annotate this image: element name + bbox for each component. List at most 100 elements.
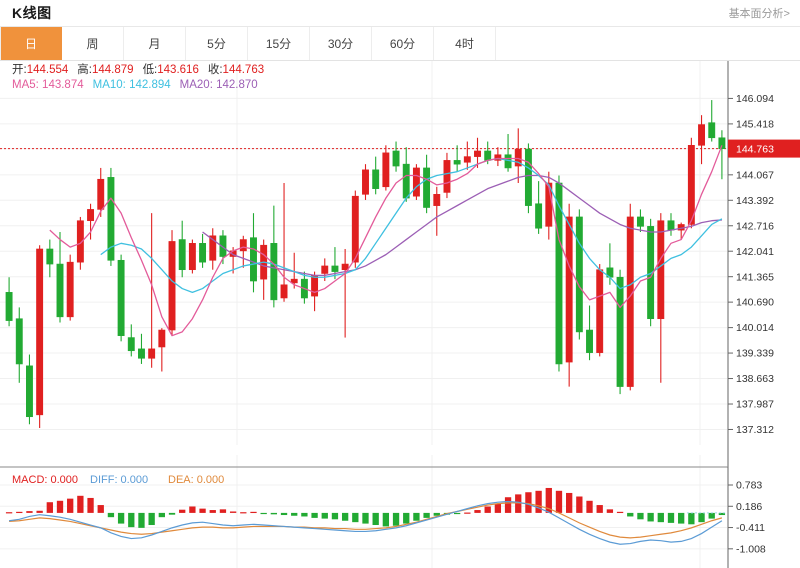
candle-body [97,178,105,210]
tab-2[interactable]: 月 [124,27,186,60]
candle-body [565,216,573,363]
fundamental-analysis-link[interactable]: 基本面分析> [728,8,790,20]
tab-1[interactable]: 周 [62,27,124,60]
candle-body [76,220,84,263]
candle-body [87,209,95,222]
macd-bar [423,512,430,518]
macd-bar [596,505,603,513]
macd-bar [179,509,186,513]
macd-bar [606,509,614,513]
diff-legend-text: DIFF: 0.000 [90,474,148,486]
candle-body [362,169,369,195]
macd-bar [219,509,227,513]
candle-body [636,216,644,227]
macd-bar [576,496,583,513]
candle-body [474,150,481,157]
price-tick-label: 139.339 [736,348,774,360]
macd-bar [474,510,481,513]
candle-body [188,243,196,271]
macd-bar [321,512,328,519]
dea-line [9,502,723,539]
macd-bar [566,492,573,513]
macd-bar [708,512,715,519]
tab-7[interactable]: 4时 [434,27,496,60]
candle-body [341,263,349,271]
macd-bar [504,497,512,513]
macd-bar [138,512,145,528]
candle-body [280,284,288,299]
macd-bar [535,490,542,513]
candle-body [586,329,593,353]
tab-0[interactable]: 日 [0,27,62,60]
candle-body [117,259,125,336]
macd-bar [464,512,471,514]
current-price-badge-text: 144.763 [736,143,774,155]
candle-body [433,194,441,206]
macd-bar [586,500,593,513]
ma10-line [100,157,723,293]
macd-bar [647,512,654,522]
tab-6[interactable]: 60分 [372,27,434,60]
macd-bar [16,511,23,514]
tab-4[interactable]: 15分 [248,27,310,60]
macd-histogram [5,487,726,528]
macd-bar [352,512,359,523]
candle-body [199,243,207,263]
macd-bar [128,512,135,528]
macd-bar [392,512,400,526]
candle-body [626,216,634,387]
price-tick-label: 145.418 [736,119,774,131]
page-header: K线图 基本面分析> [0,0,800,27]
macd-bar [107,512,115,518]
macd-bar [433,512,440,516]
price-axis: 146.094 145.418 144.067 143.392 142.716 142.0… [727,61,774,467]
candle-body [250,237,257,282]
macd-bar [637,512,644,520]
macd-bar [301,512,308,517]
price-tick-label: 141.365 [736,271,774,283]
candle-body [412,167,420,197]
candle-body [575,216,583,333]
macd-bar [678,512,685,524]
price-tick-label: 140.690 [736,297,774,309]
period-tabbar: 日周月 5分 15分 30分 60分 4时 [0,27,800,61]
price-tick-label: 143.392 [736,195,774,207]
tab-3[interactable]: 5分 [186,27,248,60]
price-tick-label: 142.041 [736,246,774,258]
macd-bar [250,511,257,514]
candle-body [423,167,431,208]
price-tick-label: 146.094 [736,93,774,105]
macd-grid [0,484,727,550]
candle-body [25,365,33,418]
macd-bar [616,511,624,514]
price-tick-label: 144.067 [736,169,774,181]
candle-body [616,276,624,387]
macd-bar [667,512,675,523]
macd-bar [87,497,94,513]
current-price-badge: 144.763 [728,139,800,158]
ma5-line [49,145,723,337]
candle-body [718,137,726,149]
candle-body [524,148,532,206]
macd-legend: MACD: 0.000 DIFF: 0.000 DEA: 0.000 [12,474,224,486]
candle-body [708,122,716,139]
price-tick-label: 138.663 [736,373,774,385]
macd-bar [46,502,53,513]
chart-area[interactable]: 146.094 145.418 144.067 143.392 142.716 142.0… [0,61,800,568]
macd-bar [148,512,155,526]
candle-body [158,329,166,348]
macd-tick-label: -0.411 [736,522,765,534]
macd-bar [688,512,695,525]
tab-5[interactable]: 30分 [310,27,372,60]
macd-bar [515,494,522,513]
macd-tick-label: -1.008 [736,543,766,555]
candle-body [382,152,390,188]
diff-line [9,500,723,545]
macd-bar [718,512,726,516]
kline-chart-svg[interactable]: 146.094 145.418 144.067 143.392 142.716 142.0… [0,61,800,568]
candle-body [484,150,492,161]
candle-body [290,278,298,284]
price-tick-label: 140.014 [736,322,774,334]
macd-bar [26,511,33,513]
macd-tick-label: 0.186 [736,501,762,513]
